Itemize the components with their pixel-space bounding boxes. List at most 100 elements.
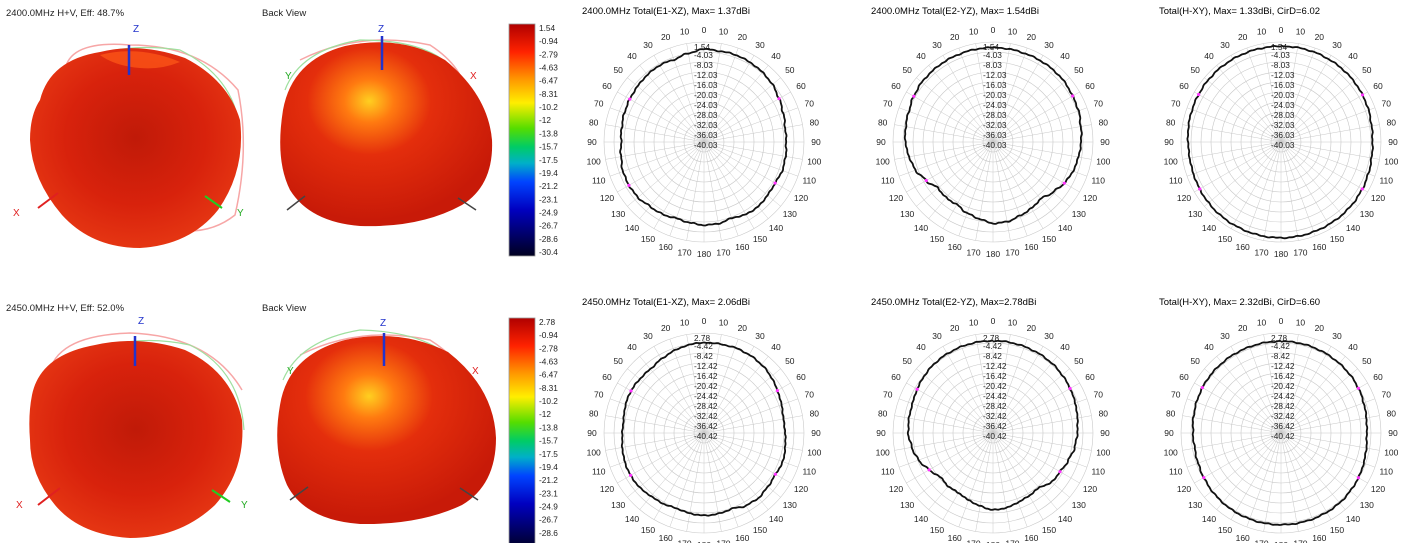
polar-grid-spoke: [992, 432, 1080, 484]
polar-angle-tick: 120: [1177, 193, 1191, 203]
polar-angle-tick: 100: [807, 447, 821, 457]
polar-grid-spoke: [992, 43, 1011, 143]
polar-angle-tick: 160: [735, 533, 749, 543]
polar-marker: [628, 473, 633, 477]
polar-grid-spoke: [942, 346, 994, 434]
row2-back-x-axis: [289, 486, 309, 501]
polar-grid-spoke: [992, 432, 1028, 528]
polar-angle-tick: 30: [755, 331, 765, 341]
polar-grid-spoke: [992, 338, 1028, 434]
colorbar-tick-label: -23.1: [539, 488, 558, 498]
polar-grid-spoke: [1280, 432, 1376, 468]
polar-marker: [773, 472, 778, 476]
row2-back-x-label: X: [472, 366, 479, 377]
polar-angle-tick: 80: [810, 118, 820, 128]
polar-angle-tick: 0: [991, 316, 996, 326]
polar-angle-tick: 80: [1387, 118, 1397, 128]
polar-angle-tick: 180: [697, 249, 711, 259]
polar-grid-spoke: [1280, 55, 1332, 143]
polar-angle-tick: 140: [625, 223, 639, 233]
polar-chart-3: Total(H-XY), Max= 1.33dBi, CirD=6.021.54…: [1159, 6, 1399, 259]
polar-angle-tick: 80: [1387, 409, 1397, 419]
polar-angle-tick: 20: [1315, 323, 1325, 333]
polar-grid-spoke: [992, 47, 1028, 143]
row1-colorbar-gradient: [508, 23, 536, 257]
polar-grid-spoke: [1280, 432, 1380, 451]
polar-angle-tick: 160: [1312, 242, 1326, 252]
polar-grid-spoke: [906, 141, 994, 193]
polar-angle-tick: 140: [1346, 223, 1360, 233]
polar-ring-label: -16.42: [983, 371, 1007, 381]
polar-grid-spoke: [992, 415, 1092, 434]
polar-angle-tick: 90: [1100, 428, 1110, 438]
polar-angle-tick: 90: [1164, 137, 1174, 147]
polar-grid-spoke: [653, 55, 705, 143]
polar-angle-tick: 40: [916, 342, 926, 352]
polar-ring-label: -20.03: [694, 90, 718, 100]
polar-ring-label: -4.03: [983, 50, 1002, 60]
polar-angle-tick: 160: [735, 242, 749, 252]
polar-angle-tick: 150: [641, 234, 655, 244]
polar-ring-label: -32.03: [983, 120, 1007, 130]
polar-ring-label: 1.54: [694, 42, 711, 52]
polar-grid-spoke: [1280, 141, 1368, 193]
polar-angle-tick: 20: [1027, 32, 1037, 42]
polar-grid-spoke: [1280, 432, 1332, 520]
polar-ring-label: -36.03: [983, 130, 1007, 140]
polar-marker: [1200, 386, 1204, 390]
row2-colorbar: 2.78 -0.94 -2.78 -4.63 -6.47 -8.31 -10.2 -12 -13…: [508, 317, 558, 543]
polar-angle-tick: 80: [810, 409, 820, 419]
polar-ring-label: -12.42: [694, 361, 718, 371]
polar-angle-tick: 140: [1058, 514, 1072, 524]
polar-marker: [629, 389, 633, 393]
polar-grid-spoke: [1280, 398, 1376, 434]
polar-angle-tick: 0: [1279, 316, 1284, 326]
colorbar-tick-label: -30.4: [539, 541, 558, 543]
polar-angle-tick: 110: [881, 175, 895, 185]
polar-angle-tick: 110: [1091, 466, 1105, 476]
polar-angle-tick: 180: [697, 540, 711, 543]
colorbar-tick-label: -23.1: [539, 194, 558, 204]
polar-marker: [775, 389, 780, 393]
polar-grid-spoke: [1263, 432, 1282, 532]
polar-angle-tick: 140: [1346, 514, 1360, 524]
polar-grid-spoke: [1280, 124, 1380, 143]
polar-angle-tick: 150: [930, 525, 944, 535]
polar-angle-tick: 150: [1042, 525, 1056, 535]
polar-grid-spoke: [958, 432, 994, 528]
polar-angle-tick: 30: [1220, 331, 1230, 341]
polar-angle-tick: 20: [1238, 323, 1248, 333]
polar-angle-tick: 20: [1315, 32, 1325, 42]
polar-grid-spoke: [1280, 338, 1316, 434]
polar-angle-tick: 20: [950, 32, 960, 42]
polar-angle-tick: 90: [587, 137, 597, 147]
polar-angle-tick: 0: [702, 316, 707, 326]
polar-angle-tick: 10: [680, 27, 690, 37]
polar-grid-spoke: [992, 91, 1080, 143]
polar-angle-tick: 90: [1388, 428, 1398, 438]
polar-grid-spoke: [975, 141, 994, 241]
polar-angle-tick: 170: [1005, 538, 1019, 543]
polar-angle-tick: 10: [969, 27, 979, 37]
row1-front-z-label: Z: [133, 24, 139, 35]
polar-angle-tick: 110: [1379, 175, 1393, 185]
polar-angle-tick: 70: [883, 390, 893, 400]
polar-angle-tick: 70: [1171, 99, 1181, 109]
polar-grid-spoke: [1280, 382, 1368, 434]
polar-angle-tick: 170: [1254, 538, 1268, 543]
polar-grid-spoke: [686, 432, 705, 532]
polar-grid-spoke: [653, 346, 705, 434]
polar-angle-tick: 110: [1169, 175, 1183, 185]
row1-back-view-label: Back View: [262, 8, 307, 19]
polar-grid-spoke: [1280, 432, 1346, 510]
polar-angle-tick: 30: [1220, 40, 1230, 50]
polar-angle-tick: 170: [677, 247, 691, 257]
row1-front-y-label: Y: [237, 208, 244, 219]
colorbar-tick-label: -19.4: [539, 168, 558, 178]
polar-ring-label: -8.03: [983, 60, 1002, 70]
polar-ring-label: -12.03: [694, 70, 718, 80]
polar-grid-spoke: [958, 338, 994, 434]
polar-grid-spoke: [1182, 432, 1282, 451]
polar-chart-title: 2450.0MHz Total(E1-XZ), Max= 2.06dBi: [582, 297, 750, 308]
polar-grid-spoke: [1280, 432, 1299, 532]
